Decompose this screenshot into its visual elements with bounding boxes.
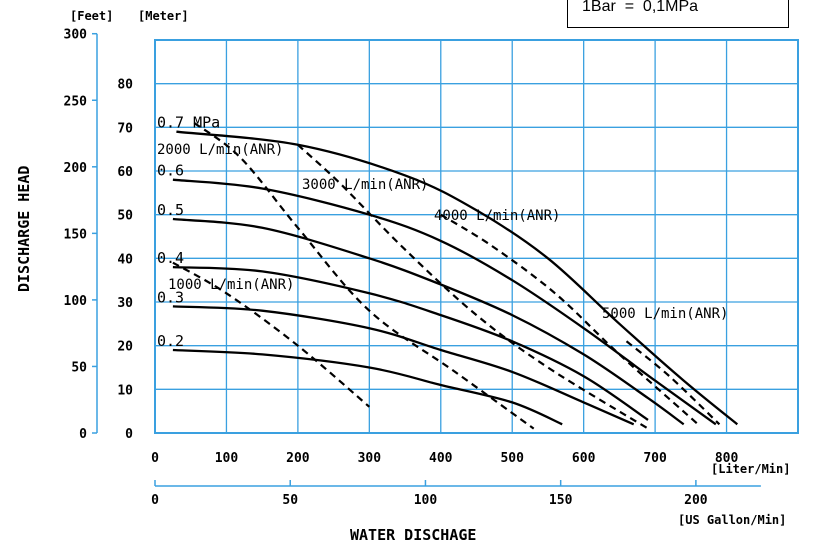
x-tick-gallon: 100 [414,493,438,508]
x-tick-liter: 400 [429,451,453,466]
air-flow-label: 1000 L/min(ANR) [168,277,294,293]
pressure-label: 0.4 [157,249,184,267]
tick-labels: 0 100 200 300 400 500 600 700 800010203040506070… [64,28,739,508]
y-tick-feet: 50 [71,360,87,375]
air-flow-curve [440,213,699,426]
x-tick-liter: 500 [500,451,524,466]
y-tick-meter: 30 [117,296,133,311]
y-tick-feet: 200 [64,161,88,176]
y-tick-meter: 40 [117,252,133,267]
pressure-label: 0.2 [157,332,184,350]
curve-labels: 0.7 MPa 0.6 0.5 0.4 0.3 0.2 1000 L/min(ANR) 200… [157,114,728,350]
x-tick-gallon: 200 [684,493,708,508]
air-flow-curves [172,122,721,430]
air-flow-curve [193,122,535,430]
air-flow-label: 3000 L/min(ANR) [302,177,428,193]
y-tick-feet: 300 [64,28,88,43]
x-unit-liter: [Liter/Min] [711,462,790,476]
pressure-curve-0.5 [172,217,685,426]
y-unit-feet: [Feet] [70,9,113,23]
y-tick-feet: 100 [64,294,88,309]
x-tick-liter: 700 [643,451,667,466]
y-axis-title: DISCHARGE HEAD [15,166,33,292]
pressure-label: 0.5 [157,201,184,219]
y-tick-meter: 60 [117,165,133,180]
x-tick-gallon: 150 [549,493,573,508]
y-tick-feet: 250 [64,94,88,109]
pressure-curve-0.4 [172,265,649,421]
y-tick-meter: 70 [117,121,133,136]
x-tick-liter: 800 [715,451,739,466]
x-tick-liter: 100 [215,451,239,466]
x-tick-gallon: 50 [282,493,298,508]
pressure-label: 0.7 MPa [157,114,220,132]
x-tick-liter: 600 [572,451,596,466]
x-axis-title: WATER DISCHAGE [350,526,476,544]
y-tick-feet: 0 [79,427,87,442]
grid [154,40,798,434]
air-flow-label: 2000 L/min(ANR) [157,142,283,158]
pressure-curve-0.3 [172,305,635,426]
air-flow-curve [172,261,371,408]
y-tick-meter: 20 [117,340,133,355]
pressure-curve-0.2 [172,348,563,426]
x-tick-liter: 200 [286,451,310,466]
pressure-label: 0.6 [157,162,184,180]
pressure-label: 0.3 [157,288,184,306]
y-unit-meter: [Meter] [138,9,189,23]
axes [92,32,761,487]
y-tick-meter: 50 [117,209,133,224]
x-tick-liter: 0 [151,451,159,466]
y-tick-meter: 10 [117,383,133,398]
y-tick-meter: 80 [117,78,133,93]
air-flow-label: 4000 L/min(ANR) [434,208,560,224]
legend-note: 1Bar = 0,1MPa [582,0,699,15]
x-tick-liter: 300 [358,451,382,466]
air-flow-curve [625,340,721,426]
legend-box: 1Bar = 0,1MPa [567,0,789,28]
pressure-curve-0.6 [172,178,717,426]
x-unit-gallon: [US Gallon/Min] [678,513,786,527]
air-flow-label: 5000 L/min(ANR) [602,306,728,322]
y-tick-feet: 150 [64,227,88,242]
y-tick-meter: 0 [125,427,133,442]
x-tick-gallon: 0 [151,493,159,508]
